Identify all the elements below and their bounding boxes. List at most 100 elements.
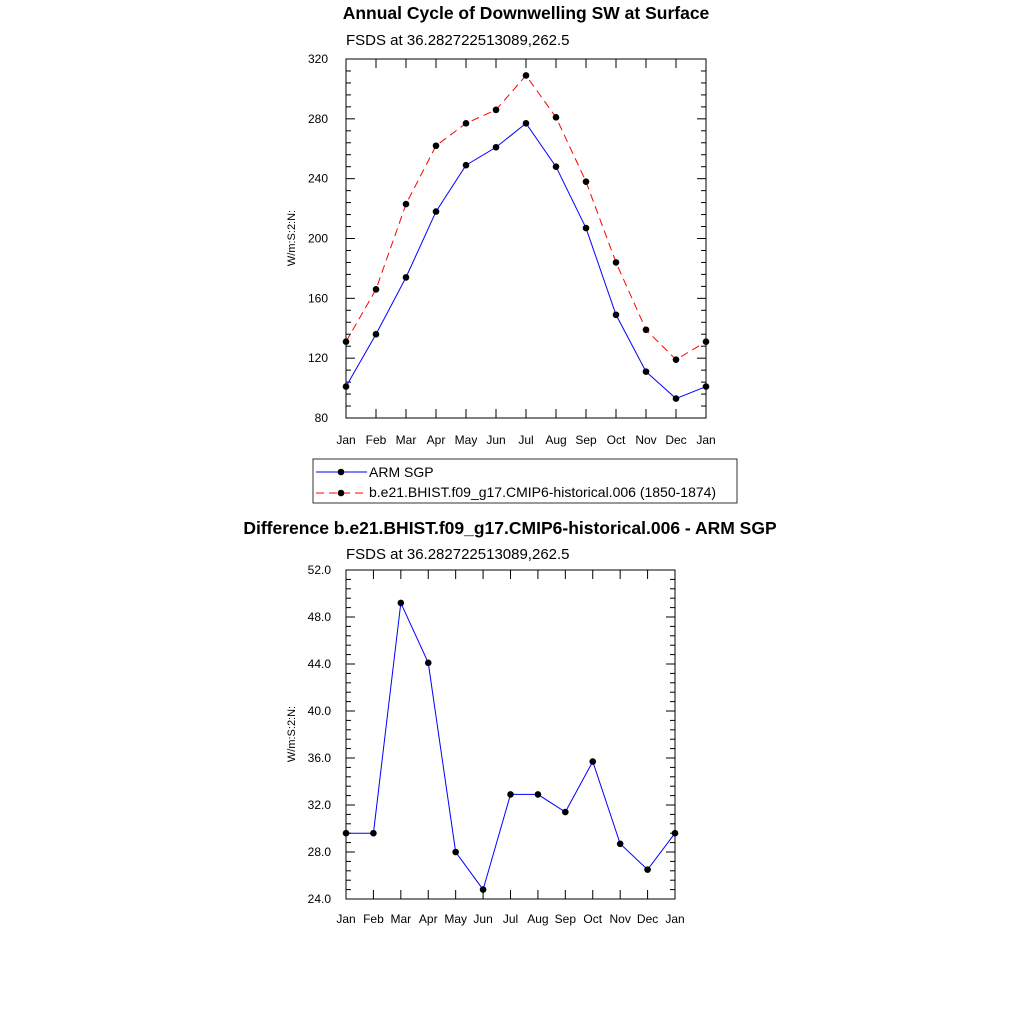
x-tick-label: Mar — [396, 433, 417, 447]
x-tick-label: Oct — [583, 912, 602, 926]
y-tick-label: 80 — [315, 411, 329, 425]
x-tick-label: Sep — [555, 912, 577, 926]
data-point — [522, 72, 530, 79]
data-point — [612, 311, 620, 319]
x-tick-label: Feb — [366, 433, 387, 447]
y-tick-label: 44.0 — [308, 657, 332, 671]
y-axis-label: W/m:S:2:N: — [286, 210, 298, 266]
legend-box — [312, 458, 738, 504]
x-tick-label: Apr — [427, 433, 446, 447]
x-tick-label: May — [444, 912, 467, 926]
y-tick-label: 160 — [308, 291, 328, 305]
x-tick-label: Mar — [390, 912, 411, 926]
legend-label-model: b.e21.BHIST.f09_g17.CMIP6-historical.006… — [369, 484, 716, 500]
y-tick-label: 280 — [308, 112, 328, 126]
data-point — [642, 368, 650, 375]
y-tick-label: 120 — [308, 351, 328, 365]
data-point — [432, 208, 440, 215]
x-tick-label: Apr — [419, 912, 438, 926]
data-point — [671, 829, 679, 837]
x-tick-label: Jul — [503, 912, 518, 926]
data-point — [492, 143, 500, 151]
y-tick-label: 48.0 — [308, 610, 332, 624]
data-point — [507, 791, 514, 798]
data-point — [702, 383, 710, 390]
data-point — [402, 274, 410, 281]
data-point — [372, 330, 380, 338]
data-point — [462, 161, 470, 169]
x-tick-label: May — [455, 433, 478, 447]
data-point — [612, 259, 620, 266]
data-point — [644, 866, 651, 873]
x-tick-label: Aug — [527, 912, 548, 926]
y-tick-label: 24.0 — [308, 892, 332, 906]
data-point — [372, 286, 380, 293]
data-point — [342, 338, 350, 346]
x-tick-label: Aug — [545, 433, 566, 447]
data-point — [562, 808, 569, 816]
data-point — [552, 163, 560, 170]
legend-label-arm-sgp: ARM SGP — [369, 464, 434, 480]
legend-marker-arm-sgp — [337, 468, 345, 476]
data-point — [402, 200, 410, 208]
x-tick-label: Jul — [518, 433, 533, 447]
data-point — [397, 599, 405, 607]
y-tick-label: 320 — [308, 52, 328, 66]
x-tick-label: Dec — [637, 912, 658, 926]
data-point — [534, 791, 542, 798]
legend-entry-arm-sgp: ARM SGP — [316, 464, 434, 480]
data-point — [492, 106, 500, 114]
data-point — [552, 114, 560, 121]
y-axis-label: W/m:S:2:N: — [286, 706, 298, 762]
chart-title: Annual Cycle of Downwelling SW at Surfac… — [343, 3, 710, 23]
y-tick-label: 40.0 — [308, 704, 332, 718]
x-tick-label: Nov — [609, 912, 630, 926]
x-tick-label: Nov — [635, 433, 656, 447]
y-tick-label: 240 — [308, 172, 328, 186]
data-point — [672, 356, 680, 363]
data-point — [370, 829, 377, 837]
data-point — [672, 395, 680, 402]
data-point — [642, 326, 650, 334]
y-tick-label: 32.0 — [308, 798, 332, 812]
legend: ARM SGP b.e21.BHIST.f09_g17.CMIP6-histor… — [312, 458, 738, 504]
x-tick-label: Jan — [336, 912, 355, 926]
data-point — [452, 848, 459, 856]
data-point — [432, 142, 440, 150]
y-tick-label: 28.0 — [308, 845, 332, 859]
x-tick-label: Jan — [696, 433, 715, 447]
y-tick-label: 52.0 — [308, 563, 332, 577]
annual-cycle-chart: Annual Cycle of Downwelling SW at Surfac… — [286, 3, 738, 504]
x-tick-label: Oct — [607, 433, 626, 447]
data-point — [479, 886, 487, 893]
x-tick-label: Jun — [473, 912, 492, 926]
data-point — [342, 829, 350, 837]
x-tick-label: Feb — [363, 912, 384, 926]
data-point — [582, 224, 590, 232]
difference-chart: Difference b.e21.BHIST.f09_g17.CMIP6-his… — [243, 518, 777, 926]
x-tick-label: Dec — [665, 433, 686, 447]
x-tick-label: Jun — [486, 433, 505, 447]
plot-area: Jan Feb Mar Apr May Jun Jul Aug Sep Oct Nov Dec Jan 8… — [308, 52, 716, 447]
y-tick-label: 200 — [308, 232, 328, 246]
chart-subtitle: FSDS at 36.282722513089,262.5 — [346, 546, 570, 563]
data-point — [522, 120, 530, 127]
data-point — [589, 758, 597, 765]
chart-subtitle: FSDS at 36.282722513089,262.5 — [346, 32, 570, 49]
chart-title: Difference b.e21.BHIST.f09_g17.CMIP6-his… — [243, 518, 777, 538]
y-tick-label: 36.0 — [308, 751, 332, 765]
x-tick-label: Jan — [665, 912, 684, 926]
plot-area: Jan Feb Mar Apr May Jun Jul Aug Sep Oct Nov Dec Jan 2… — [308, 563, 685, 926]
legend-entry-model: b.e21.BHIST.f09_g17.CMIP6-historical.006… — [316, 484, 716, 500]
data-point — [702, 338, 710, 346]
data-point — [582, 178, 590, 185]
data-point — [342, 383, 350, 390]
data-point — [424, 659, 432, 667]
x-tick-label: Jan — [336, 433, 355, 447]
data-point — [462, 120, 470, 127]
legend-marker-model — [337, 489, 345, 497]
x-tick-label: Sep — [575, 433, 597, 447]
data-point — [616, 840, 624, 848]
